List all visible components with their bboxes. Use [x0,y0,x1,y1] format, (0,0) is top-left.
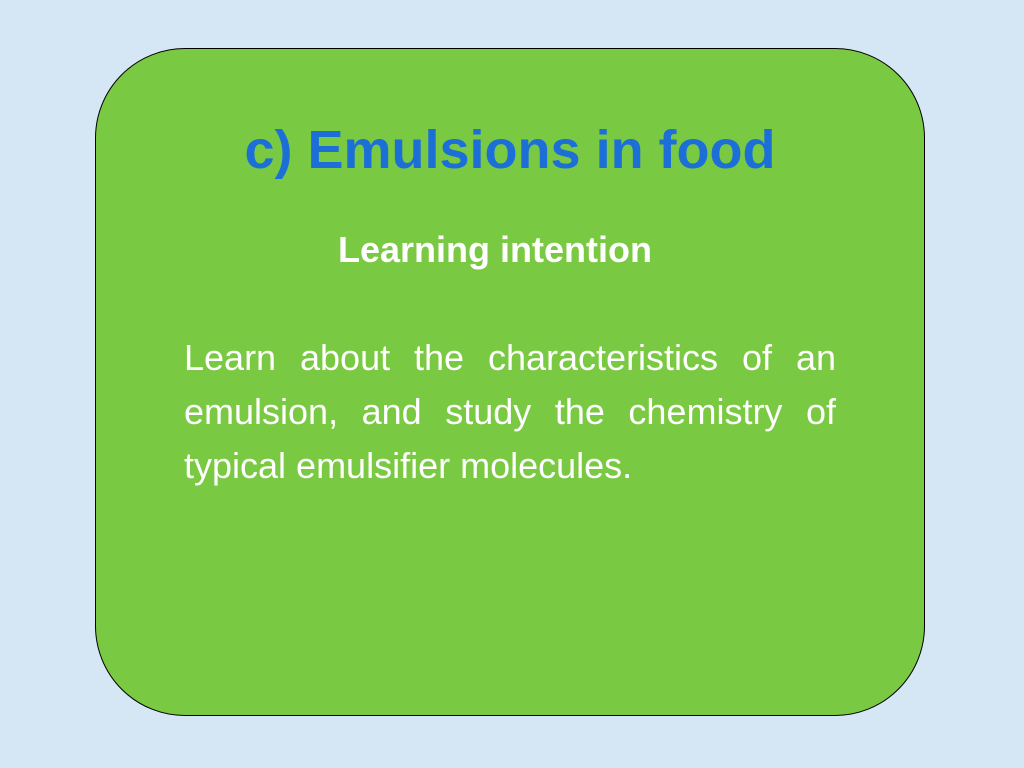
slide-title: c) Emulsions in food [166,119,854,181]
slide-card: c) Emulsions in food Learning intention … [95,48,925,716]
slide-body-text: Learn about the characteristics of an em… [166,331,854,493]
slide-subtitle: Learning intention [136,229,854,271]
